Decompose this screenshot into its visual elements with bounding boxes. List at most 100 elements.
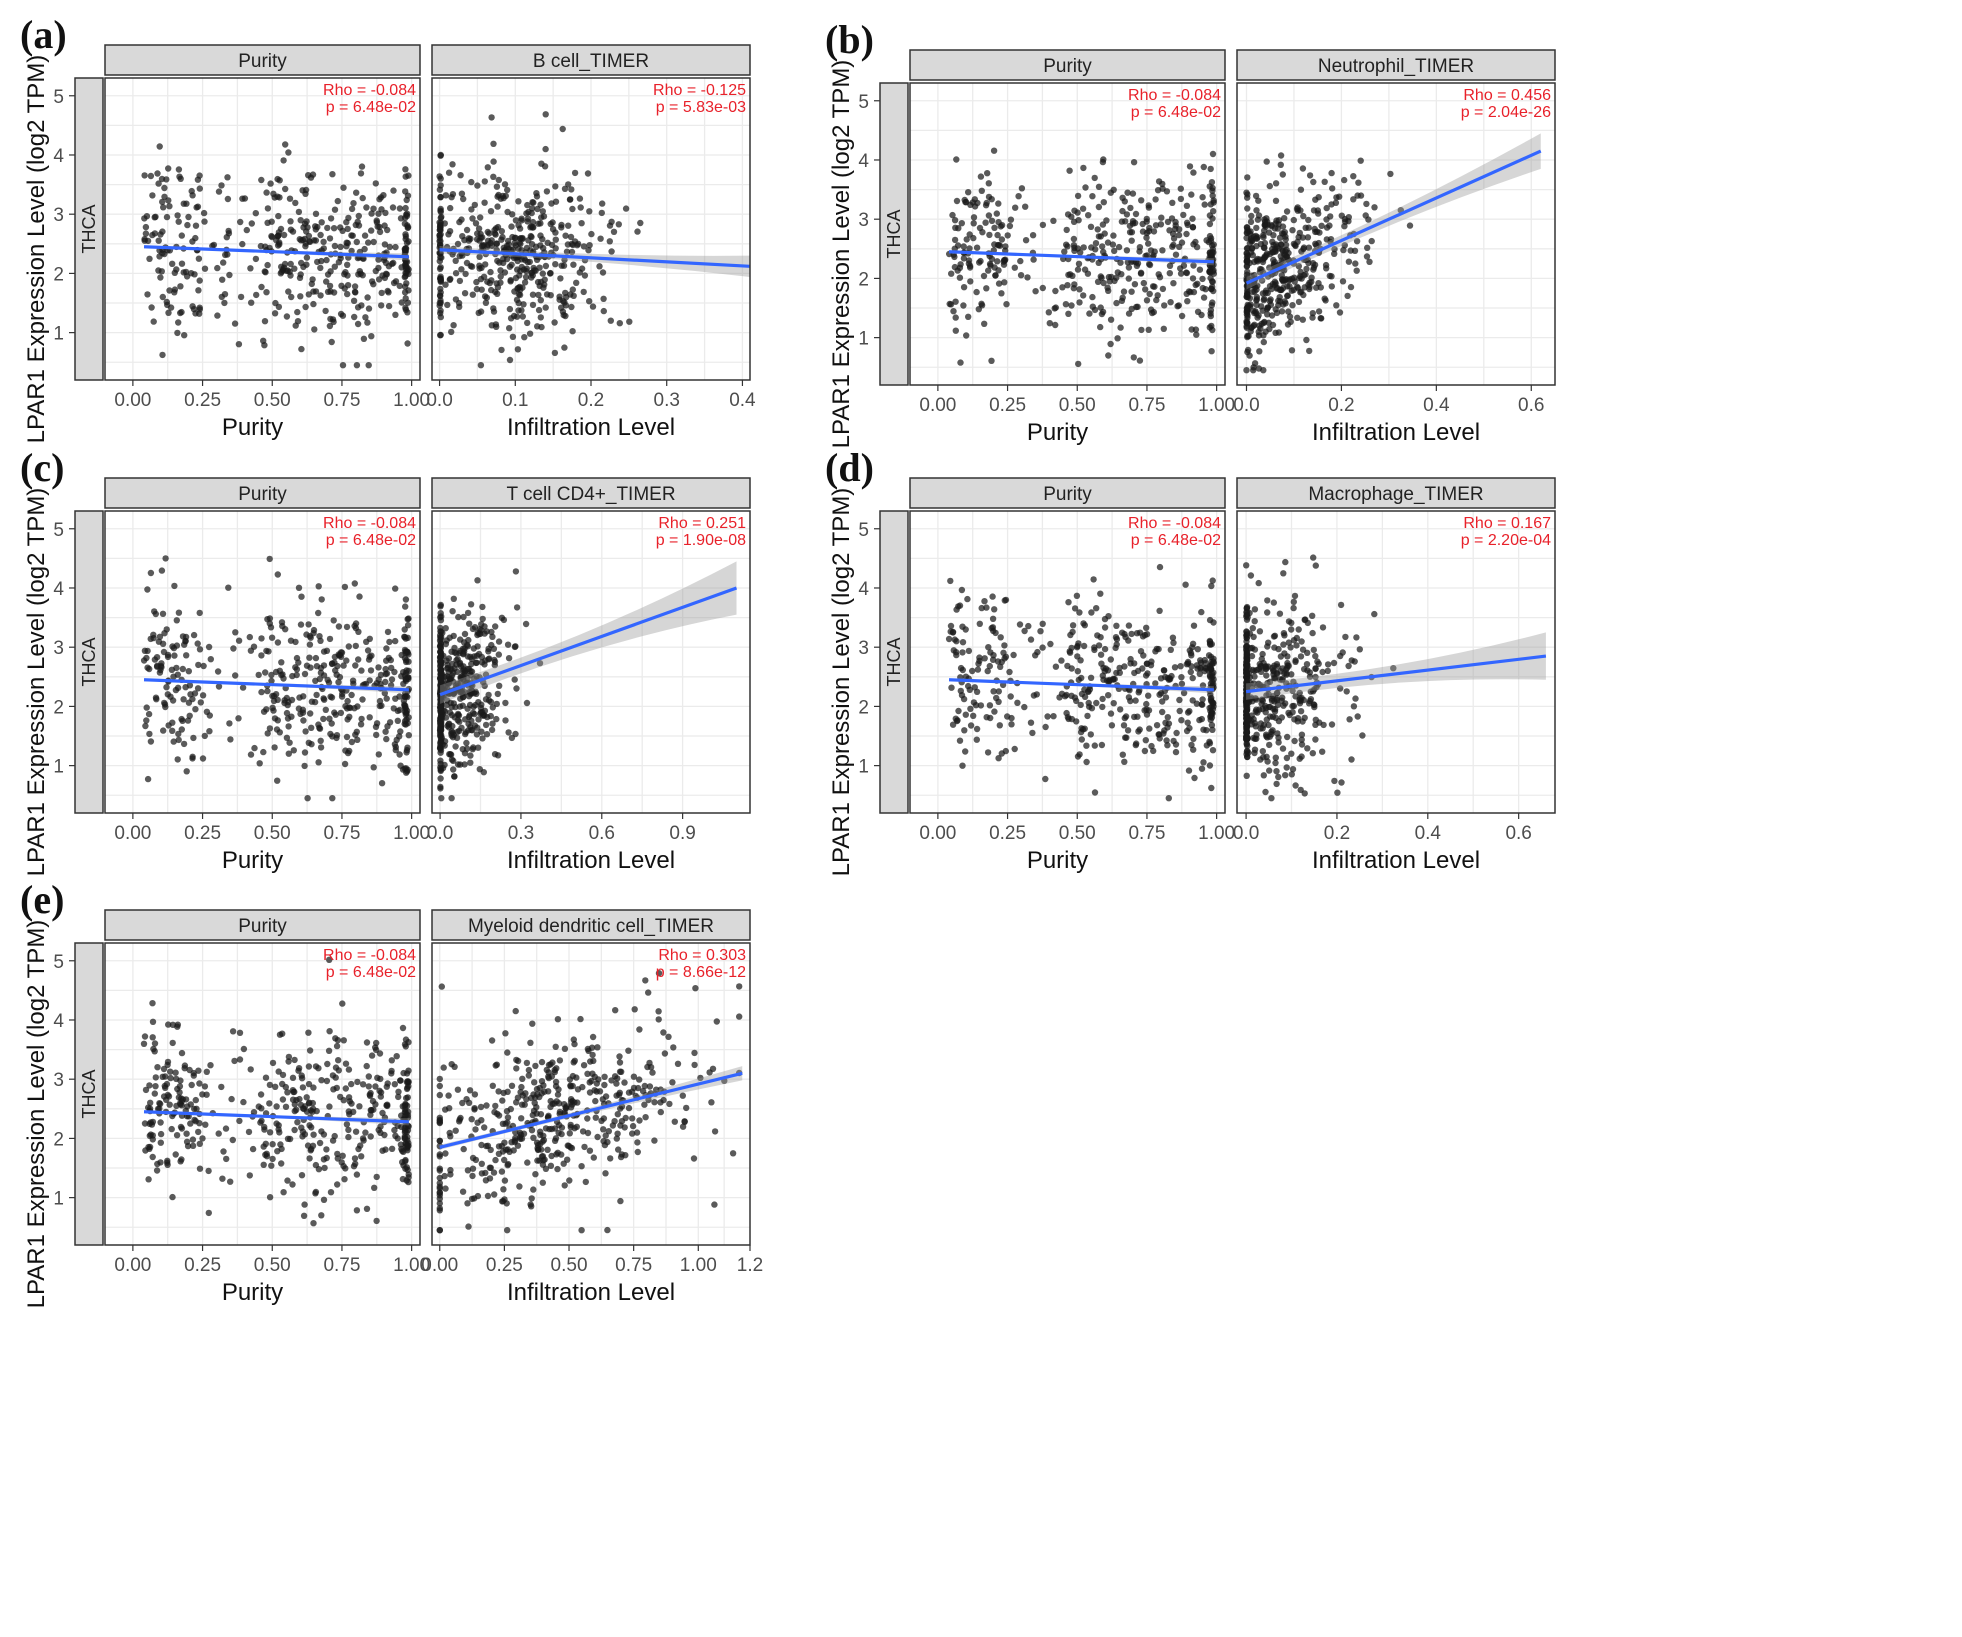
data-point — [1208, 694, 1215, 702]
data-point — [533, 1139, 541, 1146]
data-point — [388, 1145, 396, 1152]
data-point — [506, 305, 514, 313]
data-point — [192, 222, 200, 229]
data-point — [370, 764, 377, 771]
data-point — [513, 604, 521, 611]
data-point — [387, 682, 395, 689]
data-point — [1344, 292, 1351, 300]
data-point — [164, 1161, 171, 1168]
data-point — [459, 702, 466, 709]
data-point — [537, 220, 544, 227]
data-point — [351, 1155, 359, 1162]
data-point — [1261, 244, 1268, 251]
data-point — [322, 706, 329, 713]
data-point — [963, 332, 970, 339]
x-tick-label: 0.6 — [1518, 395, 1544, 416]
data-point — [1065, 715, 1072, 723]
data-point — [1079, 205, 1087, 212]
data-point — [487, 1164, 494, 1171]
data-point — [171, 269, 178, 276]
data-point — [140, 1040, 148, 1047]
data-point — [231, 1057, 238, 1065]
data-point — [1330, 659, 1338, 667]
data-point — [321, 696, 328, 703]
data-point — [990, 147, 998, 154]
data-point — [1283, 754, 1291, 762]
data-point — [1244, 191, 1251, 198]
data-point — [475, 699, 482, 706]
data-point — [473, 285, 481, 293]
data-point — [235, 341, 243, 348]
data-point — [189, 1142, 197, 1149]
data-point — [483, 294, 490, 301]
data-point — [489, 1082, 496, 1089]
data-point — [1209, 577, 1216, 584]
data-point — [1207, 653, 1215, 661]
facet-title: Myeloid dendritic cell_TIMER — [468, 916, 714, 937]
data-point — [385, 263, 393, 270]
data-point — [178, 260, 186, 267]
data-point — [565, 181, 572, 188]
data-point — [402, 257, 409, 264]
data-point — [503, 255, 511, 263]
data-point — [580, 243, 588, 250]
data-point — [960, 243, 967, 250]
data-point — [401, 273, 408, 281]
data-point — [401, 249, 409, 256]
data-point — [1076, 286, 1083, 293]
data-point — [651, 1099, 658, 1106]
data-point — [1287, 644, 1294, 651]
data-point — [1251, 673, 1258, 680]
facet-title: Purity — [238, 916, 287, 937]
data-point — [175, 218, 182, 225]
data-point — [625, 1047, 632, 1054]
data-point — [341, 760, 349, 768]
data-point — [270, 190, 277, 197]
data-point — [173, 1075, 180, 1083]
data-point — [271, 744, 278, 751]
data-point — [951, 217, 959, 224]
data-point — [324, 224, 331, 232]
data-point — [276, 177, 283, 184]
y-tick-label: 1 — [53, 324, 64, 345]
plot-frame — [909, 510, 1226, 814]
data-point — [487, 712, 494, 720]
data-point — [1163, 188, 1171, 195]
data-point — [1209, 747, 1217, 754]
data-point — [523, 210, 530, 217]
data-point — [991, 606, 998, 613]
data-point — [1177, 185, 1184, 192]
data-point — [464, 609, 472, 617]
data-point — [1091, 742, 1098, 749]
data-point — [200, 662, 207, 670]
p-value-label: p = 6.48e-02 — [326, 532, 416, 549]
data-point — [1187, 668, 1194, 676]
data-point — [1125, 264, 1133, 271]
data-point — [1282, 241, 1290, 249]
data-point — [1024, 274, 1031, 281]
data-point — [354, 304, 362, 311]
data-point — [1199, 194, 1206, 201]
data-point — [258, 652, 265, 659]
data-point — [1265, 229, 1273, 236]
data-point — [1371, 204, 1378, 211]
data-point — [219, 276, 226, 283]
data-point — [329, 795, 336, 802]
data-point — [289, 1074, 297, 1081]
data-point — [267, 180, 274, 187]
data-point — [1343, 688, 1350, 695]
data-point — [973, 288, 980, 296]
data-point — [499, 1097, 506, 1104]
data-point — [1163, 737, 1170, 744]
data-point — [1189, 215, 1196, 222]
y-tick-label: 1 — [858, 329, 869, 350]
data-point — [177, 309, 184, 317]
data-point — [1269, 727, 1276, 734]
data-point — [530, 199, 537, 206]
data-point — [341, 285, 348, 292]
data-point — [1039, 620, 1046, 627]
data-point — [404, 1084, 411, 1091]
x-tick-label: 0.6 — [1505, 823, 1531, 844]
data-point — [552, 183, 559, 190]
data-point — [169, 727, 176, 734]
